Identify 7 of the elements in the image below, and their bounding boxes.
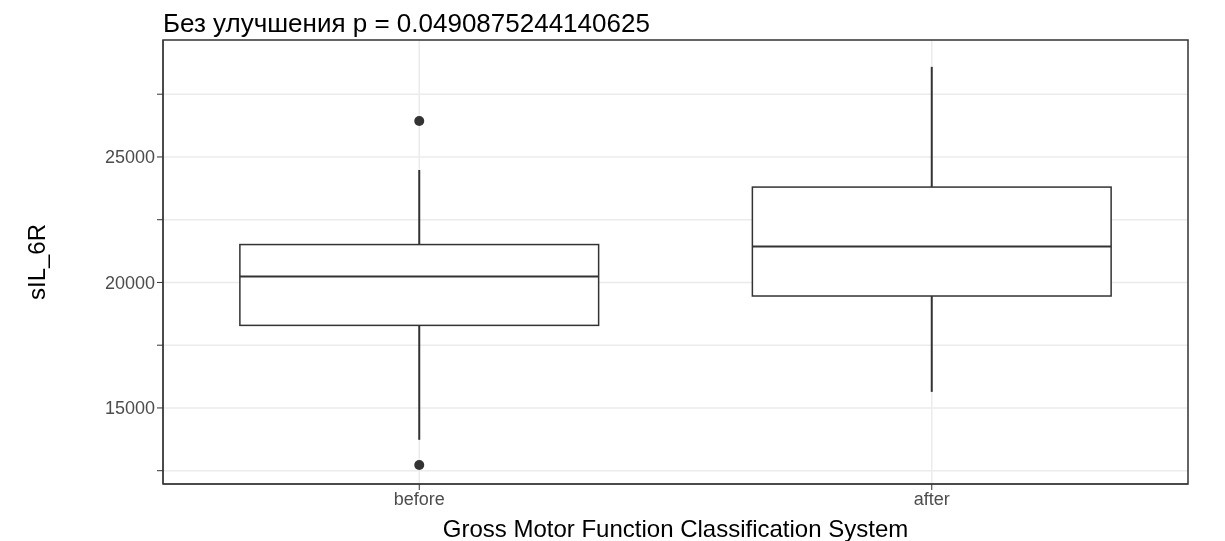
y-axis-title: sIL_6R — [22, 223, 50, 301]
chart-title: Без улучшения p = 0.0490875244140625 — [163, 8, 650, 39]
y-tick-label: 25000 — [104, 147, 155, 168]
y-tick-label: 20000 — [104, 272, 155, 293]
x-tick-label: after — [913, 488, 950, 509]
x-tick-label: before — [393, 488, 445, 509]
y-tick-label: 15000 — [104, 398, 155, 419]
